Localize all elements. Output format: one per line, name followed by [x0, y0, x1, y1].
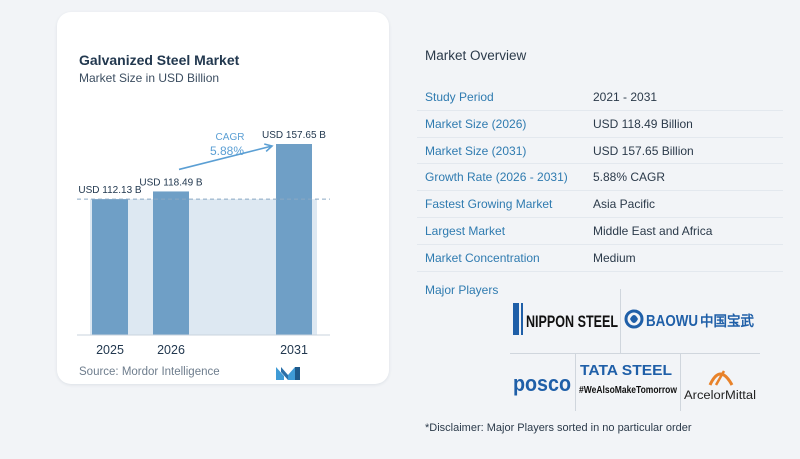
chart-title: Galvanized Steel Market	[79, 52, 240, 68]
logo-divider	[510, 353, 760, 354]
table-row: Study Period 2021 - 2031	[417, 84, 783, 111]
table-row: Market Size (2026) USD 118.49 Billion	[417, 111, 783, 138]
table-row: Growth Rate (2026 - 2031) 5.88% CAGR	[417, 164, 783, 192]
logo-divider	[575, 353, 576, 411]
logo-divider	[620, 289, 621, 353]
bar-2026	[153, 191, 189, 335]
data-label-2026: USD 118.49 B	[139, 177, 203, 188]
stat-value-fastest-growing: Asia Pacific	[593, 197, 656, 212]
stat-label-growth-rate: Growth Rate (2026 - 2031)	[425, 170, 568, 185]
stat-label-fastest-growing: Fastest Growing Market	[425, 197, 553, 212]
bar-2031	[276, 144, 312, 335]
x-tick-label-2026: 2026	[157, 343, 185, 357]
stat-value-concentration: Medium	[593, 250, 636, 265]
major-players-logos: NIPPON STEEL BAOWU 中国宝武 posco	[510, 289, 760, 411]
stat-label-market-size-2031: Market Size (2031)	[425, 143, 527, 158]
tata-steel-logo: TATA STEEL #WeAlsoMakeTomorrow	[576, 355, 680, 409]
baowu-wordmark: BAOWU	[646, 313, 698, 330]
arcelormittal-wordmark: ArcelorMittal	[684, 390, 756, 402]
table-row: Largest Market Middle East and Africa	[417, 218, 783, 245]
major-players-label: Major Players	[425, 283, 499, 297]
table-row: Fastest Growing Market Asia Pacific	[417, 191, 783, 218]
cagr-label: CAGR	[216, 132, 245, 143]
market-overview: Market Overview Study Period 2021 - 2031…	[417, 0, 800, 459]
stat-value-growth-rate: 5.88% CAGR	[593, 170, 666, 185]
stat-value-largest-market: Middle East and Africa	[593, 223, 713, 238]
baowu-cn-wordmark: 中国宝武	[700, 313, 754, 330]
stat-value-market-size-2026: USD 118.49 Billion	[593, 116, 693, 131]
tata-steel-tagline: #WeAlsoMakeTomorrow	[579, 384, 678, 396]
source-text: Source: Mordor Intelligence	[79, 366, 220, 378]
nippon-steel-wordmark: NIPPON STEEL	[526, 312, 618, 331]
stat-label-study-period: Study Period	[425, 90, 494, 104]
table-row: Market Concentration Medium	[417, 245, 783, 272]
arcelormittal-logo: ArcelorMittal	[682, 355, 758, 409]
x-tick-label-2031: 2031	[280, 343, 308, 357]
table-row: Market Size (2031) USD 157.65 Billion	[417, 138, 783, 165]
cagr-arrow	[178, 145, 273, 171]
baowu-logo: BAOWU 中国宝武	[622, 295, 758, 343]
stat-value-market-size-2031: USD 157.65 Billion	[593, 143, 694, 158]
stat-label-market-size-2026: Market Size (2026)	[425, 116, 527, 131]
stat-label-largest-market: Largest Market	[425, 223, 506, 238]
x-tick-label-2025: 2025	[96, 343, 124, 357]
posco-wordmark: posco	[513, 371, 571, 396]
nippon-steel-logo: NIPPON STEEL	[513, 295, 619, 343]
stat-label-concentration: Market Concentration	[425, 250, 540, 265]
logo-divider	[680, 353, 681, 411]
stat-value-study-period: 2021 - 2031	[593, 90, 658, 104]
cagr-value: 5.88%	[210, 144, 244, 158]
stats-table: Study Period 2021 - 2031 Market Size (20…	[417, 84, 783, 272]
chart-subtitle: Market Size in USD Billion	[79, 71, 220, 85]
overview-title: Market Overview	[425, 48, 527, 63]
bar-2025	[92, 199, 128, 335]
mordor-intelligence-logo-icon	[276, 367, 300, 380]
chart-card: USD 112.13 B USD 118.49 B USD 157.65 B 2025…	[57, 12, 389, 384]
data-label-2025: USD 112.13 B	[78, 185, 142, 196]
tata-steel-wordmark: TATA STEEL	[580, 362, 672, 379]
data-label-2031: USD 157.65 B	[262, 130, 326, 141]
posco-logo: posco	[512, 359, 574, 407]
cagr-arrow-head	[264, 143, 274, 153]
disclaimer: *Disclaimer: Major Players sorted in no …	[425, 422, 692, 434]
